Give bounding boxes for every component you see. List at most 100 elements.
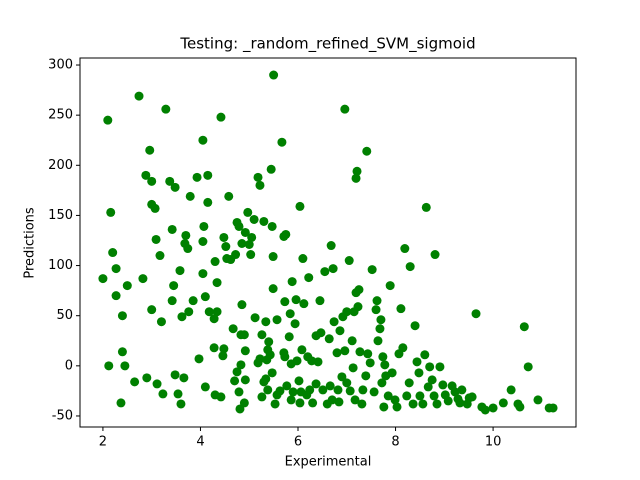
point [106, 207, 116, 217]
point [291, 295, 301, 305]
point [179, 373, 189, 383]
point [170, 182, 180, 192]
point [219, 232, 229, 242]
point [198, 236, 208, 246]
point [335, 326, 345, 336]
point [198, 269, 208, 279]
point [355, 347, 365, 357]
point [212, 278, 222, 288]
point [405, 262, 415, 272]
point [183, 244, 193, 254]
point [294, 376, 304, 386]
point [147, 176, 157, 186]
point [239, 398, 249, 408]
point [170, 370, 180, 380]
point [421, 202, 431, 212]
point [519, 322, 529, 332]
y-tick-label: -50 [52, 408, 73, 423]
point [98, 274, 108, 284]
point [176, 399, 186, 409]
point [240, 227, 250, 237]
point [410, 321, 420, 331]
point [358, 385, 368, 395]
point [455, 398, 465, 408]
point [351, 173, 361, 183]
point [324, 334, 334, 344]
point [141, 170, 151, 180]
point [203, 197, 213, 207]
point [325, 381, 335, 391]
point [240, 375, 250, 385]
point [286, 395, 296, 405]
point [533, 395, 543, 405]
point [308, 398, 318, 408]
point [337, 372, 347, 382]
point [237, 300, 247, 310]
point [506, 385, 516, 395]
point [354, 285, 364, 295]
point [414, 368, 424, 378]
point [244, 240, 254, 250]
point [285, 309, 295, 319]
point [240, 346, 250, 356]
point [145, 145, 155, 155]
chart-title: Testing: _random_refined_SVM_sigmoid [179, 35, 475, 54]
point [284, 332, 294, 342]
point [175, 266, 185, 276]
point [430, 250, 440, 260]
point [200, 382, 210, 392]
point [216, 112, 226, 122]
point [232, 367, 242, 377]
point [268, 284, 278, 294]
point [353, 302, 363, 312]
point [255, 180, 265, 190]
point [192, 172, 202, 182]
point [376, 315, 386, 325]
point [348, 363, 358, 373]
point [268, 252, 278, 262]
y-tick-label: 0 [65, 358, 73, 373]
point [117, 311, 127, 321]
point [167, 296, 177, 306]
x-tick-label: 6 [294, 435, 302, 450]
point [369, 387, 379, 397]
point [200, 292, 210, 302]
point [313, 357, 323, 367]
point [265, 350, 275, 360]
point [243, 207, 253, 217]
point [379, 402, 389, 412]
point [515, 402, 525, 412]
point [326, 241, 336, 251]
point [345, 386, 355, 396]
point [425, 362, 435, 372]
point [218, 351, 228, 361]
point [138, 274, 148, 284]
point [350, 395, 360, 405]
point [299, 299, 309, 309]
point [209, 314, 219, 324]
point [295, 398, 305, 408]
point [165, 176, 175, 186]
point [212, 307, 222, 317]
point [111, 291, 121, 301]
point [219, 344, 229, 354]
point [380, 360, 390, 370]
point [147, 305, 157, 315]
point [316, 328, 326, 338]
point [111, 264, 121, 274]
point [344, 256, 354, 266]
point [216, 392, 226, 402]
point [199, 221, 209, 231]
point [120, 361, 130, 371]
point [237, 239, 247, 249]
point [488, 403, 498, 413]
y-tick-label: 300 [48, 58, 73, 73]
point [204, 307, 214, 317]
point [377, 378, 387, 388]
point [311, 379, 321, 389]
point [375, 324, 385, 334]
point [169, 281, 179, 291]
point [108, 248, 118, 258]
point [203, 170, 213, 180]
point [287, 277, 297, 287]
